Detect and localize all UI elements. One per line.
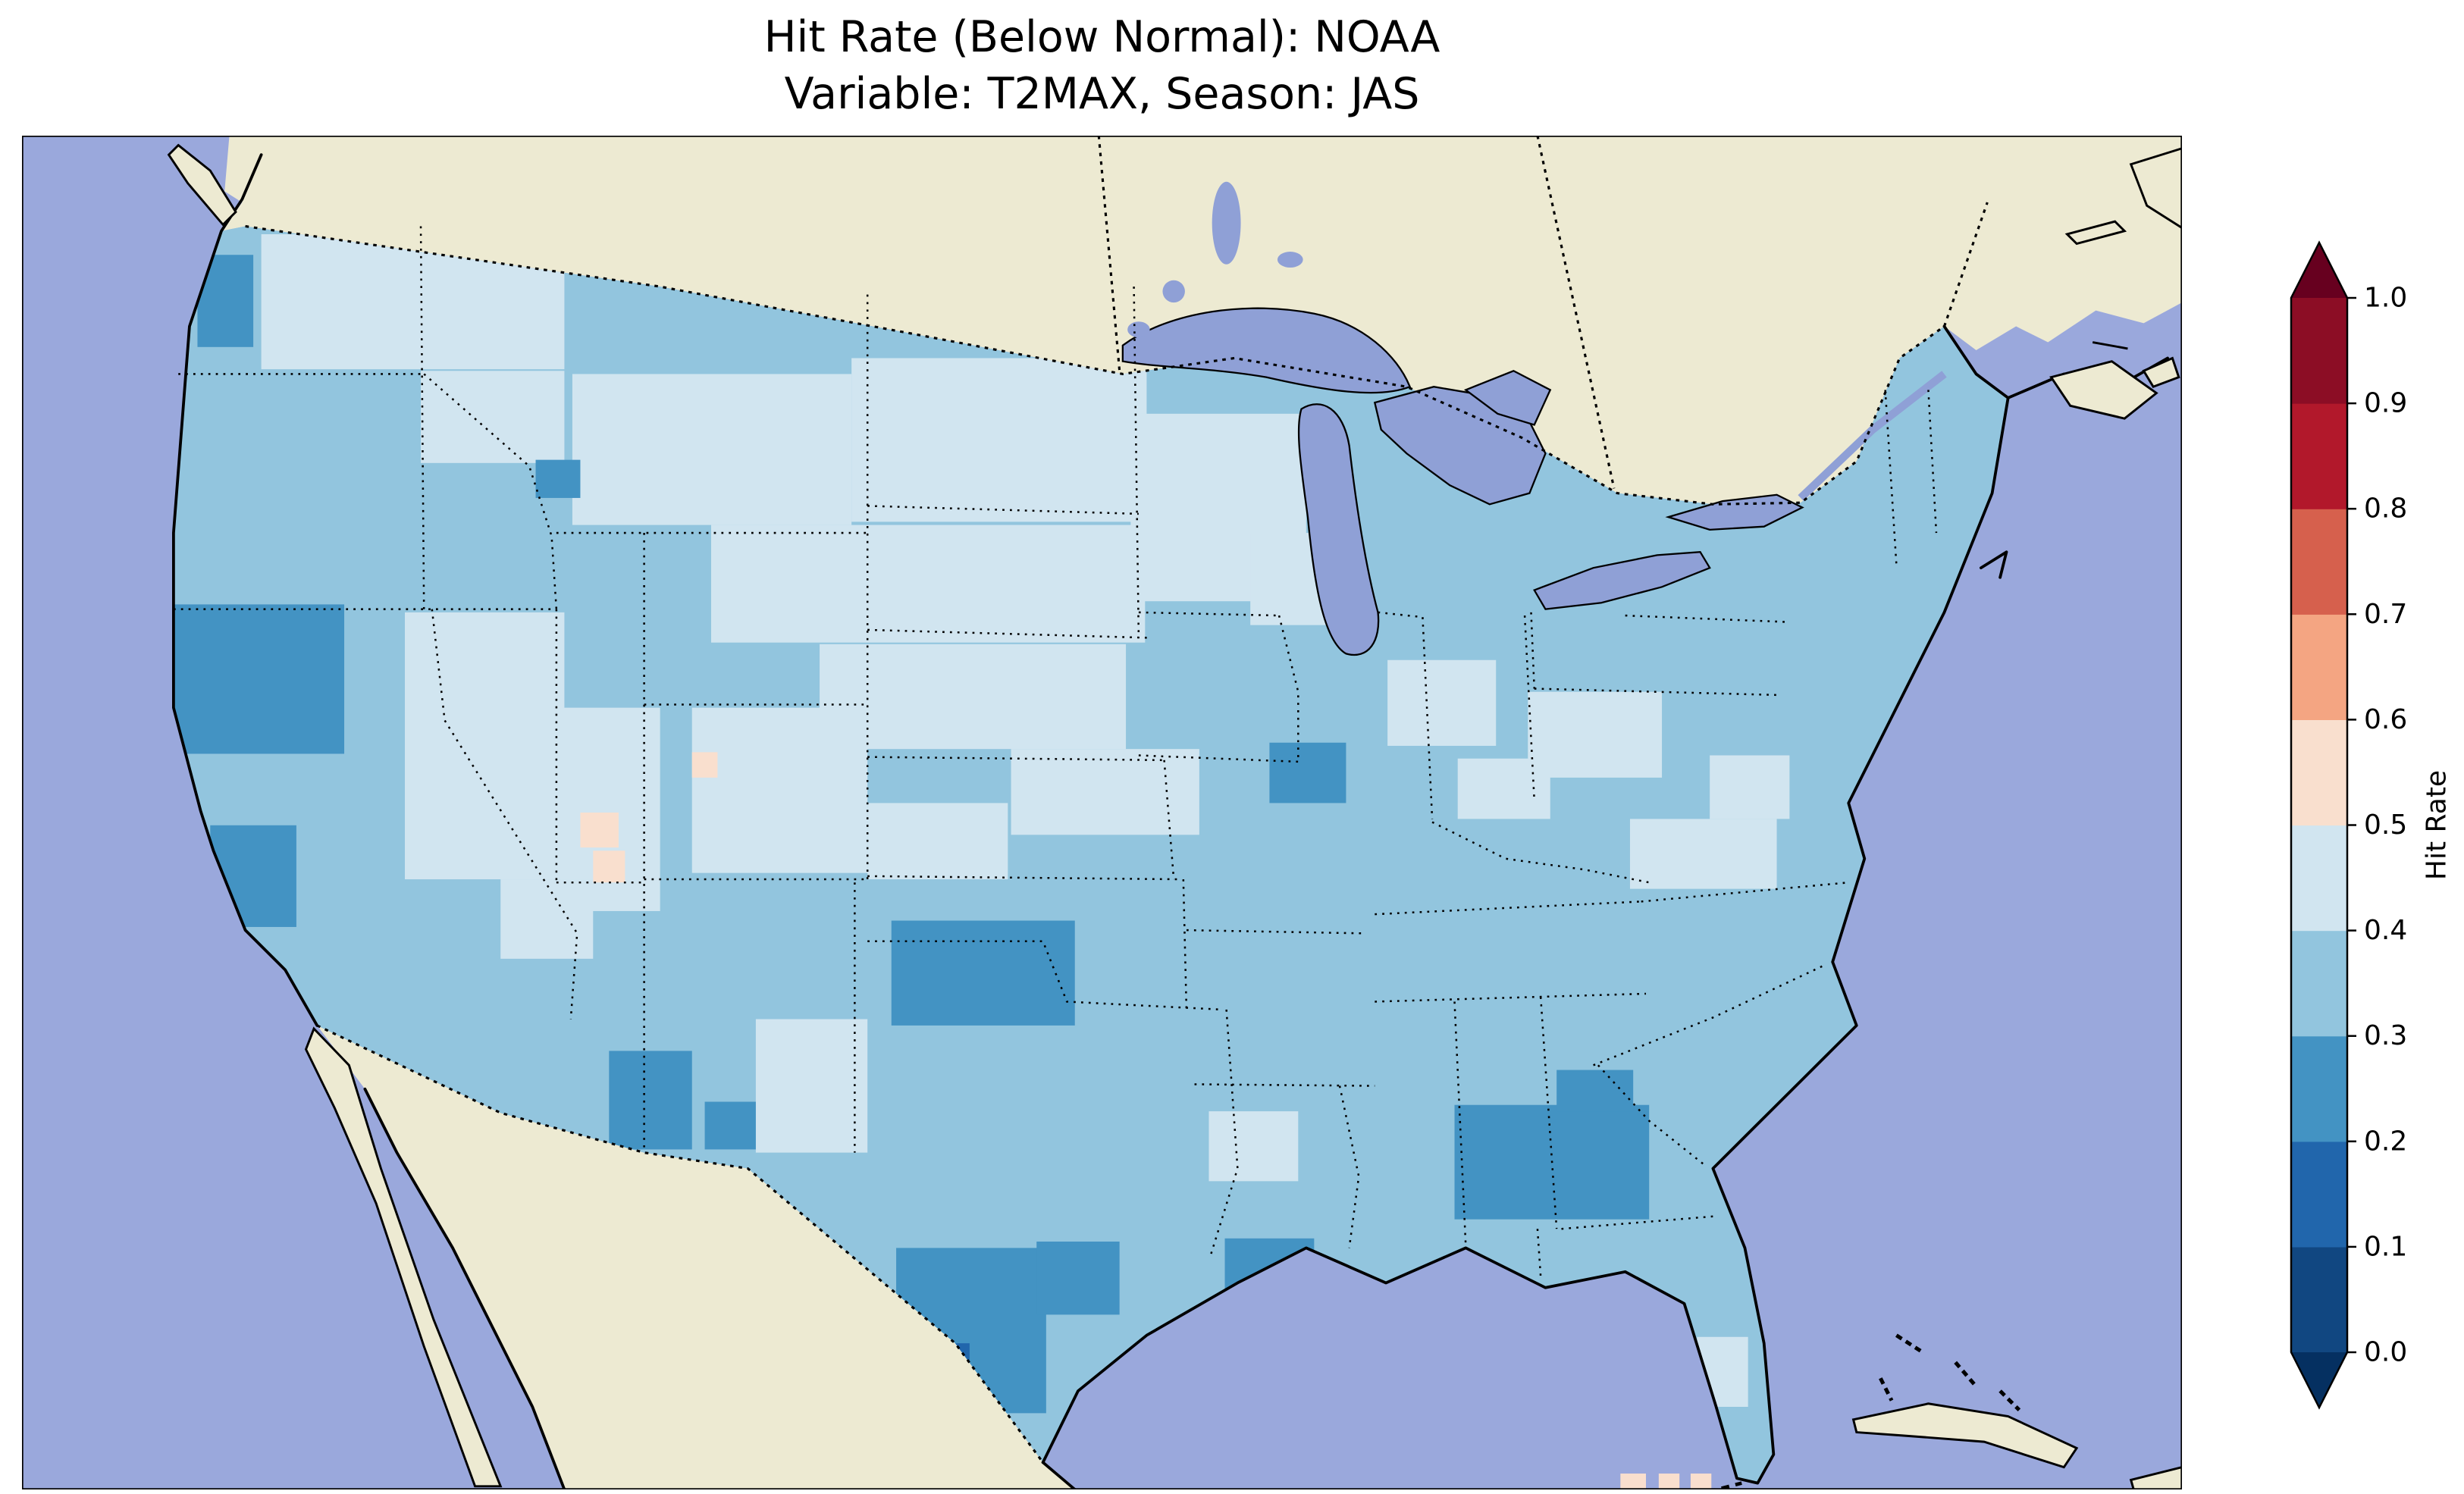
grid-cells-west-texas-light bbox=[755, 1019, 868, 1153]
map-axes bbox=[22, 136, 2182, 1489]
grid-cells-northern-plains-light bbox=[572, 374, 852, 525]
cape-cod bbox=[1979, 550, 2008, 579]
islands bbox=[167, 143, 2182, 1489]
colorbar-bin-0.9-1 bbox=[2291, 298, 2347, 404]
lake-winnipeg bbox=[1212, 181, 1241, 265]
hit-rate-grid-offshore bbox=[1620, 1474, 1712, 1489]
st-lawrence-river bbox=[1798, 371, 1947, 501]
state-borders bbox=[173, 226, 1938, 1277]
grid-cells-great-basin-light bbox=[404, 612, 565, 880]
hit-rate-grid bbox=[173, 233, 1790, 1414]
lake-of-the-woods bbox=[1127, 321, 1150, 338]
country-borders bbox=[245, 136, 1989, 1464]
hispaniola bbox=[2129, 1466, 2182, 1489]
colorbar: 0.0 0.1 0.2 0.3 0.4 0.5 0.6 0.7 0.8 0.9 1.0 Hit Rat… bbox=[2290, 240, 2453, 1410]
prince-edward-island bbox=[2092, 341, 2128, 350]
grid-cells-montana-dark-cell bbox=[535, 459, 581, 498]
grid-cells-mid-atlantic-light bbox=[1629, 819, 1777, 889]
colorbar-tick-label: 0.9 bbox=[2364, 388, 2407, 419]
lake-michigan bbox=[1297, 403, 1380, 656]
colorbar-bin-0.7-0.8 bbox=[2291, 509, 2347, 615]
grid-cells-mid-atlantic-light bbox=[1710, 755, 1790, 819]
colorbar-bin-0-0.1 bbox=[2291, 1246, 2347, 1353]
grid-cells-georgia-dark bbox=[1556, 1070, 1634, 1112]
grid-cells-florida-keys-pink-cells bbox=[1690, 1474, 1712, 1489]
us-map bbox=[22, 136, 2182, 1489]
georgian-bay bbox=[1463, 369, 1552, 426]
figure-title-line2: Variable: T2MAX, Season: JAS bbox=[784, 69, 1420, 120]
grid-cells-northern-california-dark bbox=[173, 604, 345, 754]
mexico-pacific-coast bbox=[363, 1087, 566, 1489]
grid-cells-utah-pink-cells bbox=[580, 813, 619, 848]
colorbar-tick-label: 0.6 bbox=[2364, 704, 2407, 735]
grid-cells-ohio-valley-light bbox=[1387, 659, 1497, 746]
lake-ontario bbox=[1665, 493, 1804, 531]
grid-cells-florida-keys-pink-cells bbox=[1658, 1474, 1680, 1489]
vancouver-island bbox=[167, 143, 237, 227]
mexico-gulf-coast bbox=[1041, 1461, 1077, 1489]
colorbar-tick-label: 0.3 bbox=[2364, 1020, 2407, 1051]
grid-cells-utah-pink-cells bbox=[593, 850, 625, 883]
cuba bbox=[1851, 1402, 2079, 1469]
lake-superior bbox=[1121, 307, 1412, 394]
baja-california bbox=[304, 1026, 503, 1488]
colorbar-label: Hit Rate bbox=[2422, 770, 2453, 880]
grid-cells-northern-plains-light bbox=[820, 644, 1127, 750]
grid-cells-northern-plains-light bbox=[1011, 749, 1199, 835]
colorbar-tick-label: 0.8 bbox=[2364, 493, 2407, 525]
colorbar-tick-label: 0.4 bbox=[2364, 915, 2407, 946]
grid-cells-central-oklahoma-dark bbox=[891, 920, 1075, 1026]
grid-cells-eastern-new-mexico-dark bbox=[704, 1101, 756, 1150]
us-canada-border bbox=[245, 224, 1945, 506]
cape-breton bbox=[2142, 356, 2180, 389]
colorbar-tick-label: 0.7 bbox=[2364, 599, 2407, 630]
grid-cells-great-basin-light bbox=[500, 879, 594, 959]
colorbar-bin-0.6-0.7 bbox=[2291, 614, 2347, 720]
grid-cells-pacific-northwest-light bbox=[421, 371, 565, 463]
atlantic-gulf-coast bbox=[1041, 324, 2010, 1485]
colorbar-bin-0.3-0.4 bbox=[2291, 930, 2347, 1037]
colorbar-over-arrow bbox=[2291, 243, 2347, 298]
canada-lakes bbox=[1127, 181, 1947, 501]
grid-cells-northern-plains-light bbox=[710, 525, 1146, 643]
great-lakes bbox=[1121, 307, 1804, 656]
grid-cells-lower-mississippi-light bbox=[1208, 1111, 1299, 1182]
colorbar-tick-label: 1.0 bbox=[2364, 283, 2407, 314]
lake-erie bbox=[1533, 551, 1711, 610]
grid-cells-ohio-valley-light bbox=[1457, 758, 1550, 819]
colorbar-bin-0.4-0.5 bbox=[2291, 825, 2347, 932]
lake-manitoba bbox=[1162, 280, 1185, 303]
colorbar-tick-label: 0.5 bbox=[2364, 810, 2407, 841]
colorbar-bin-0.8-0.9 bbox=[2291, 403, 2347, 509]
colorbar-bin-0.1-0.2 bbox=[2291, 1141, 2347, 1248]
figure-title-line1: Hit Rate (Below Normal): NOAA bbox=[763, 12, 1440, 62]
bahamas bbox=[1879, 1333, 2021, 1411]
nova-scotia bbox=[2049, 360, 2158, 420]
mexico-land bbox=[317, 1025, 1075, 1489]
colorbar-under-arrow bbox=[2291, 1352, 2347, 1408]
grid-cells-northern-plains-light bbox=[851, 358, 1147, 522]
colorbar-tick-label: 0.2 bbox=[2364, 1126, 2407, 1157]
lake-nipigon bbox=[1277, 252, 1303, 268]
anticosti-island bbox=[2064, 220, 2127, 246]
canada-province-border-2 bbox=[1536, 136, 1616, 489]
newfoundland bbox=[2129, 147, 2182, 230]
colorbar-bin-0.5-0.6 bbox=[2291, 719, 2347, 826]
grid-cells-eastern-new-mexico-dark bbox=[609, 1051, 692, 1150]
grid-cells-colorado-light bbox=[867, 803, 1008, 880]
grid-cells-florida-keys-pink-cells bbox=[1620, 1474, 1647, 1489]
colorbar-tick-label: 0.1 bbox=[2364, 1231, 2407, 1262]
us-mexico-border bbox=[316, 1024, 1044, 1464]
grid-cells-iowa-illinois-dark bbox=[1269, 742, 1346, 803]
grid-cells-colorado-light bbox=[691, 707, 868, 873]
colorbar-tick-label: 0.0 bbox=[2364, 1337, 2407, 1368]
figure-title: Hit Rate (Below Normal): NOAA Variable: … bbox=[22, 9, 2182, 123]
grid-cells-south-texas-dark bbox=[1036, 1241, 1120, 1315]
colorbar-bin-0.2-0.3 bbox=[2291, 1035, 2347, 1142]
grid-cells-colorado-pink-cell bbox=[691, 752, 718, 778]
